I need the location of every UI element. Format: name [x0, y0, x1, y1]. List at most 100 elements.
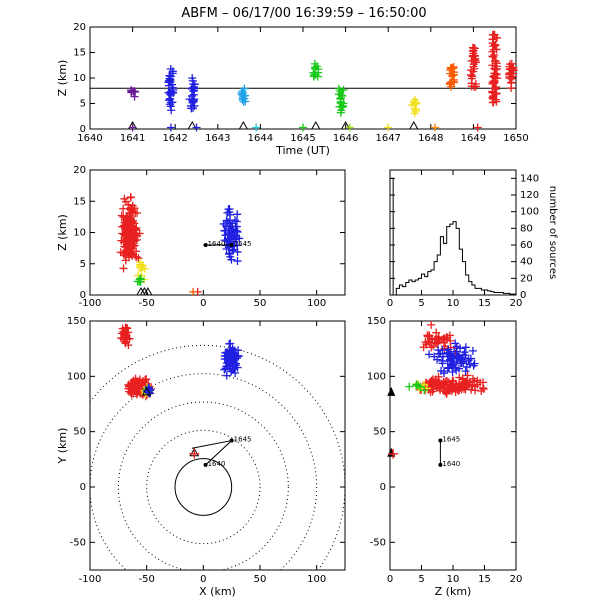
range-ring — [90, 373, 318, 570]
source-cross — [461, 367, 470, 376]
source-cross — [222, 221, 231, 230]
y-tick-label: 100 — [520, 207, 539, 218]
x-tick-label: 100 — [307, 574, 326, 585]
source-cross — [167, 106, 176, 115]
source-cross — [227, 353, 236, 362]
source-cross — [489, 45, 498, 54]
source-cross — [467, 66, 476, 75]
source-cross — [452, 347, 461, 356]
x-tick-label: 15 — [478, 298, 491, 309]
source-cross — [491, 65, 500, 74]
source-cross — [187, 104, 196, 113]
x-tick-label: 20 — [510, 574, 523, 585]
time-label: 1640 — [208, 240, 226, 248]
source-cross — [334, 84, 343, 93]
source-cross — [124, 200, 133, 209]
source-cross — [310, 70, 319, 79]
flash-point — [229, 438, 234, 443]
source-cross — [410, 109, 419, 118]
source-cross — [425, 350, 434, 359]
source-cross — [128, 237, 137, 246]
flash-point — [229, 243, 234, 247]
source-cross — [489, 95, 498, 104]
source-cross — [492, 70, 501, 79]
y-tick-label: 5 — [80, 259, 86, 270]
source-cross — [136, 274, 145, 283]
source-cross — [137, 266, 146, 275]
source-cross — [124, 341, 133, 350]
source-cross — [434, 380, 443, 389]
source-cross — [470, 359, 479, 368]
x-tick-label: 50 — [254, 298, 267, 309]
source-cross — [443, 333, 452, 342]
source-cross — [233, 247, 242, 256]
ground-cross — [431, 123, 440, 132]
x-tick-label: 1644 — [248, 133, 273, 144]
x-tick-label: 1642 — [162, 133, 187, 144]
source-cross — [314, 65, 323, 74]
source-cross — [226, 339, 235, 348]
source-cross — [416, 383, 425, 392]
ground-cross — [192, 123, 201, 132]
source-cross — [489, 35, 498, 44]
source-cross — [488, 61, 497, 70]
source-cross — [476, 378, 485, 387]
source-cross — [468, 72, 477, 81]
x-axis-label: Time (UT) — [275, 144, 330, 157]
station-triangle — [187, 120, 198, 130]
source-cross — [142, 375, 151, 384]
source-cross — [223, 354, 232, 363]
y-tick-label: 100 — [367, 371, 386, 382]
flash-point — [438, 462, 443, 467]
y-tick-label: 150 — [367, 316, 386, 327]
x-tick-label: 1641 — [120, 133, 145, 144]
source-cross — [116, 248, 125, 257]
source-cross — [233, 210, 242, 219]
source-cross — [131, 386, 140, 395]
y-tick-label: 0 — [380, 482, 386, 493]
y-tick-label: 20 — [73, 22, 86, 33]
source-cross — [458, 374, 467, 383]
x-tick-label: 100 — [307, 298, 326, 309]
source-cross — [228, 365, 237, 374]
y-axis-label: Z (km) — [56, 60, 69, 97]
source-cross — [434, 372, 443, 381]
source-cross — [470, 377, 479, 386]
source-cross — [127, 205, 136, 214]
source-cross — [421, 338, 430, 347]
station-triangle — [408, 120, 419, 130]
source-cross — [129, 225, 138, 234]
source-cross — [424, 382, 433, 391]
source-cross — [225, 208, 234, 217]
source-cross — [128, 201, 137, 210]
y-axis-label: Y (km) — [56, 428, 69, 465]
panel-time-height: 1640 1641 1642 1643 1644 1645 1646 1647 1648 1649… — [56, 22, 529, 157]
source-cross — [488, 79, 497, 88]
source-cross — [440, 367, 449, 376]
source-cross — [405, 382, 414, 391]
source-cross — [125, 232, 134, 241]
source-cross — [222, 359, 231, 368]
source-cross — [229, 362, 238, 371]
source-cross — [438, 359, 447, 368]
ground-cross — [189, 287, 198, 296]
source-cross — [126, 379, 135, 388]
source-cross — [122, 251, 131, 260]
y-tick-label: 0 — [80, 290, 86, 301]
x-tick-label: 50 — [254, 574, 267, 585]
x-tick-label: 0 — [387, 574, 393, 585]
source-cross — [459, 357, 468, 366]
y-tick-label: 0 — [80, 124, 86, 135]
source-cross — [120, 194, 129, 203]
source-cross — [121, 323, 130, 332]
source-cross — [419, 343, 428, 352]
ground-cross — [166, 123, 175, 132]
range-ring — [174, 458, 233, 516]
source-cross — [448, 354, 457, 363]
source-cross — [132, 247, 141, 256]
source-cross — [471, 58, 480, 67]
source-cross — [241, 97, 250, 106]
source-cross — [427, 320, 436, 329]
source-cross — [453, 351, 462, 360]
